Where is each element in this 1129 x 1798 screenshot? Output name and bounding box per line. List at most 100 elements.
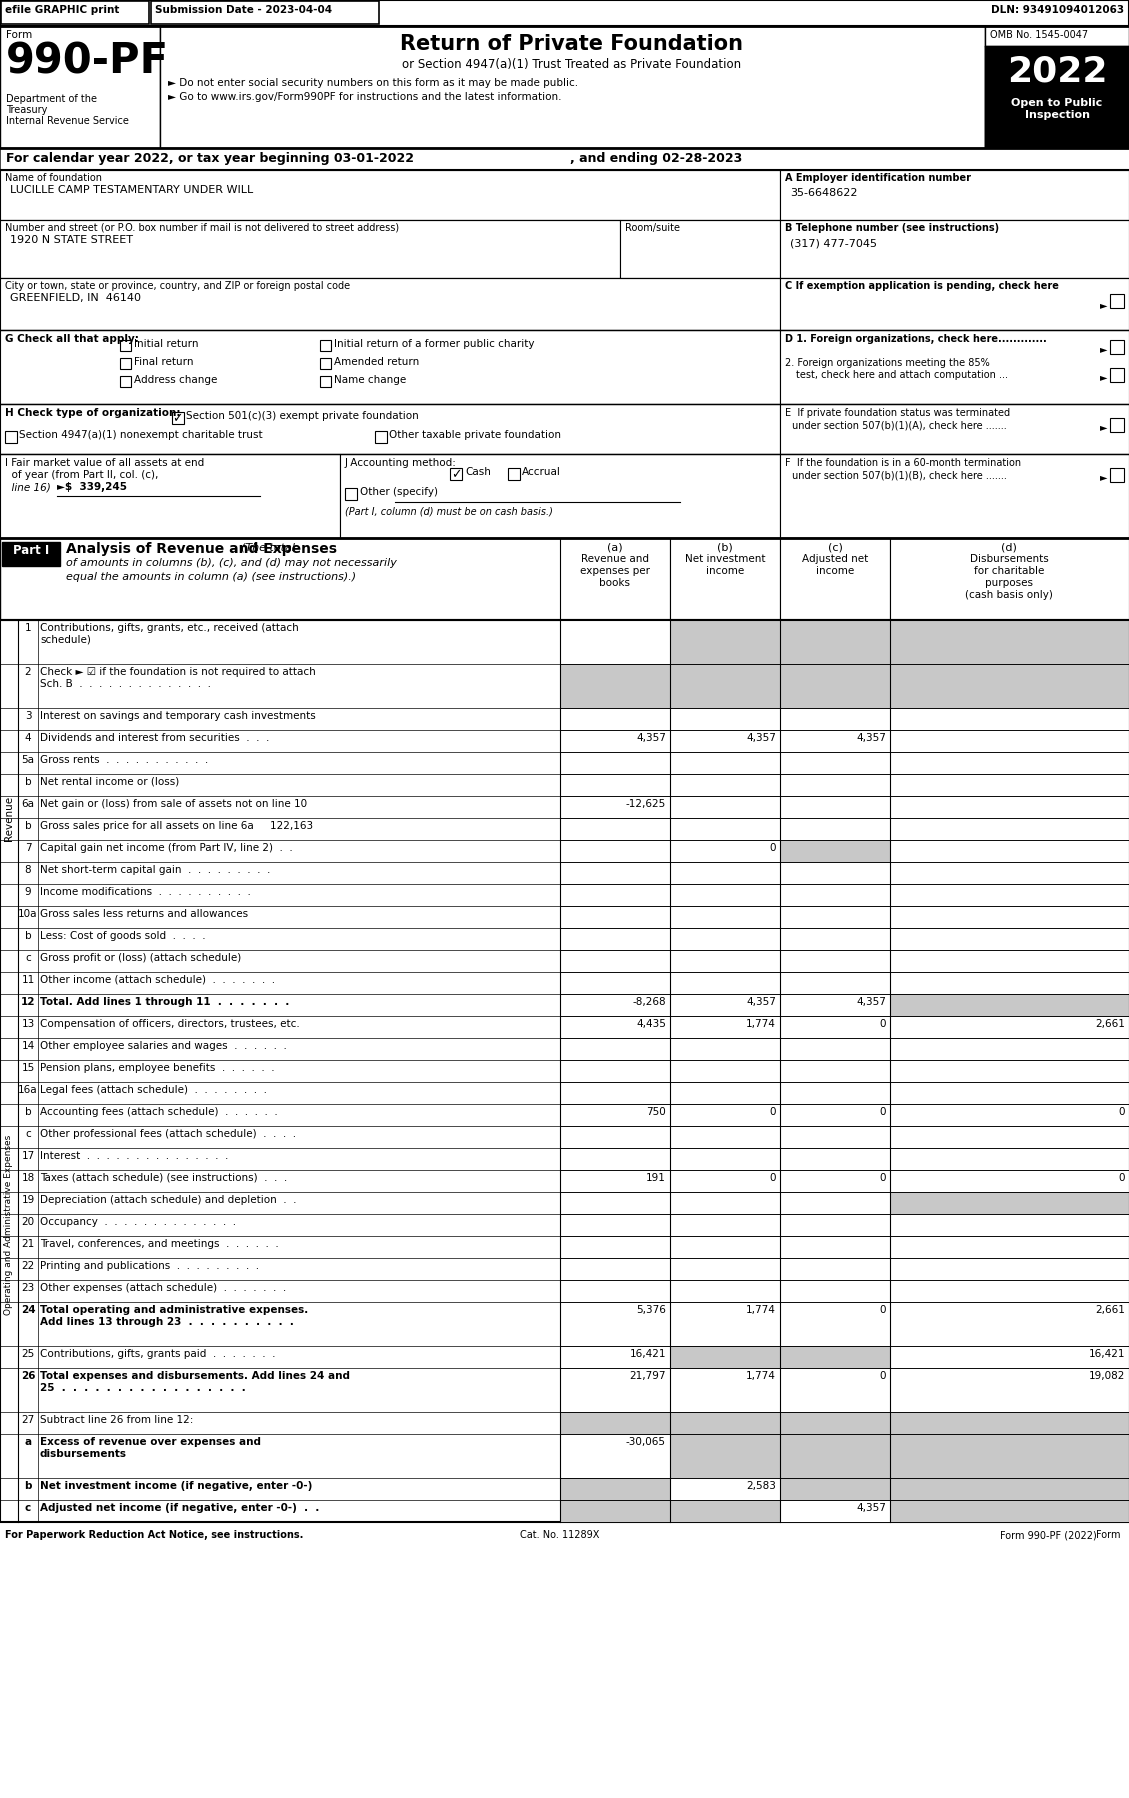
Text: 14: 14 (21, 1041, 35, 1052)
Text: 16a: 16a (18, 1084, 37, 1095)
Bar (669, 773, 780, 797)
Bar (0, 219, 620, 279)
Bar (890, 1061, 1129, 1082)
Text: 4,435: 4,435 (636, 1019, 666, 1028)
Text: 1: 1 (25, 622, 32, 633)
Bar (890, 1037, 1129, 1061)
Text: LUCILLE CAMP TESTAMENTARY UNDER WILL: LUCILLE CAMP TESTAMENTARY UNDER WILL (10, 185, 253, 194)
Bar (780, 1368, 890, 1411)
Bar (780, 1280, 890, 1302)
Bar (780, 730, 890, 752)
Bar (780, 455, 1129, 538)
Bar (1, 2, 149, 23)
Bar (890, 949, 1129, 973)
Text: Amended return: Amended return (334, 358, 419, 367)
Bar (669, 1302, 780, 1347)
Text: 0: 0 (1119, 1108, 1124, 1117)
Text: 35-6648622: 35-6648622 (790, 189, 858, 198)
Text: J Accounting method:: J Accounting method: (345, 458, 457, 467)
Text: 8: 8 (25, 865, 32, 876)
Bar (0, 620, 1129, 1521)
Bar (780, 1411, 890, 1435)
Bar (160, 25, 984, 147)
Text: ✓: ✓ (172, 412, 183, 424)
Text: 3: 3 (25, 710, 32, 721)
Bar (890, 730, 1129, 752)
Text: 0: 0 (879, 1372, 886, 1381)
Text: 11: 11 (21, 975, 35, 985)
Text: Depreciation (attach schedule) and depletion  .  .: Depreciation (attach schedule) and deple… (40, 1196, 297, 1205)
Text: 1920 N STATE STREET: 1920 N STATE STREET (10, 236, 133, 245)
Text: 21: 21 (21, 1239, 35, 1250)
Text: 2,583: 2,583 (746, 1482, 776, 1491)
Bar (890, 1347, 1129, 1368)
Bar (560, 840, 669, 861)
Text: 18: 18 (21, 1172, 35, 1183)
Text: (317) 477-7045: (317) 477-7045 (790, 237, 877, 248)
Bar (1110, 467, 1124, 482)
Text: Inspection: Inspection (1024, 110, 1089, 120)
Bar (669, 994, 780, 1016)
Text: , and ending 02-28-2023: , and ending 02-28-2023 (570, 153, 742, 165)
Bar (560, 928, 669, 949)
Text: Disbursements: Disbursements (970, 554, 1049, 565)
Text: 12: 12 (20, 998, 35, 1007)
Bar (320, 376, 331, 387)
Bar (890, 1280, 1129, 1302)
Text: I Fair market value of all assets at end: I Fair market value of all assets at end (5, 458, 204, 467)
Text: Contributions, gifts, grants paid  .  .  .  .  .  .  .: Contributions, gifts, grants paid . . . … (40, 1348, 275, 1359)
Text: under section 507(b)(1)(B), check here .......: under section 507(b)(1)(B), check here .… (793, 469, 1007, 480)
Text: 22: 22 (21, 1260, 35, 1271)
Bar (890, 1126, 1129, 1147)
Text: 1,774: 1,774 (746, 1305, 776, 1314)
Bar (560, 1478, 669, 1500)
Text: b: b (24, 1482, 32, 1491)
Bar (780, 818, 890, 840)
Text: ►: ► (1100, 423, 1108, 432)
Text: Legal fees (attach schedule)  .  .  .  .  .  .  .  .: Legal fees (attach schedule) . . . . . .… (40, 1084, 266, 1095)
Text: 19: 19 (21, 1196, 35, 1205)
Text: GREENFIELD, IN  46140: GREENFIELD, IN 46140 (10, 293, 141, 304)
Text: City or town, state or province, country, and ZIP or foreign postal code: City or town, state or province, country… (5, 280, 350, 291)
Bar (560, 708, 669, 730)
Bar (780, 1435, 890, 1478)
Text: Initial return: Initial return (134, 340, 199, 349)
Bar (669, 752, 780, 773)
Text: test, check here and attach computation ...: test, check here and attach computation … (796, 370, 1008, 379)
Text: Final return: Final return (134, 358, 193, 367)
Text: b: b (25, 931, 32, 940)
Text: Return of Private Foundation: Return of Private Foundation (401, 34, 744, 54)
Bar (780, 1347, 890, 1368)
Text: 0: 0 (770, 1172, 776, 1183)
Bar (120, 376, 131, 387)
Text: Other employee salaries and wages  .  .  .  .  .  .: Other employee salaries and wages . . . … (40, 1041, 287, 1052)
Bar (669, 1126, 780, 1147)
Bar (0, 538, 1129, 620)
Bar (669, 1478, 780, 1500)
Bar (669, 1037, 780, 1061)
Text: Analysis of Revenue and Expenses: Analysis of Revenue and Expenses (65, 541, 336, 556)
Bar (780, 949, 890, 973)
Text: Excess of revenue over expenses and
disbursements: Excess of revenue over expenses and disb… (40, 1437, 261, 1458)
Text: Travel, conferences, and meetings  .  .  .  .  .  .: Travel, conferences, and meetings . . . … (40, 1239, 279, 1250)
Text: Part I: Part I (12, 545, 50, 557)
Bar (890, 538, 1129, 620)
Bar (890, 861, 1129, 885)
Bar (0, 147, 1129, 171)
Text: c: c (25, 1503, 32, 1512)
Bar (780, 620, 890, 663)
Text: D 1. Foreign organizations, check here.............: D 1. Foreign organizations, check here..… (785, 334, 1047, 343)
Text: Section 4947(a)(1) nonexempt charitable trust: Section 4947(a)(1) nonexempt charitable … (19, 430, 263, 441)
Bar (560, 1259, 669, 1280)
Text: purposes: purposes (984, 577, 1033, 588)
Text: F  If the foundation is in a 60-month termination: F If the foundation is in a 60-month ter… (785, 458, 1021, 467)
Text: Initial return of a former public charity: Initial return of a former public charit… (334, 340, 534, 349)
Text: b: b (25, 822, 32, 831)
Text: OMB No. 1545-0047: OMB No. 1545-0047 (990, 31, 1088, 40)
Text: income: income (706, 566, 744, 575)
Text: Occupancy  .  .  .  .  .  .  .  .  .  .  .  .  .  .: Occupancy . . . . . . . . . . . . . . (40, 1217, 236, 1226)
Text: 2,661: 2,661 (1095, 1305, 1124, 1314)
Bar (890, 1082, 1129, 1104)
Text: 16,421: 16,421 (1088, 1348, 1124, 1359)
Text: of year (from Part II, col. (c),: of year (from Part II, col. (c), (5, 469, 158, 480)
